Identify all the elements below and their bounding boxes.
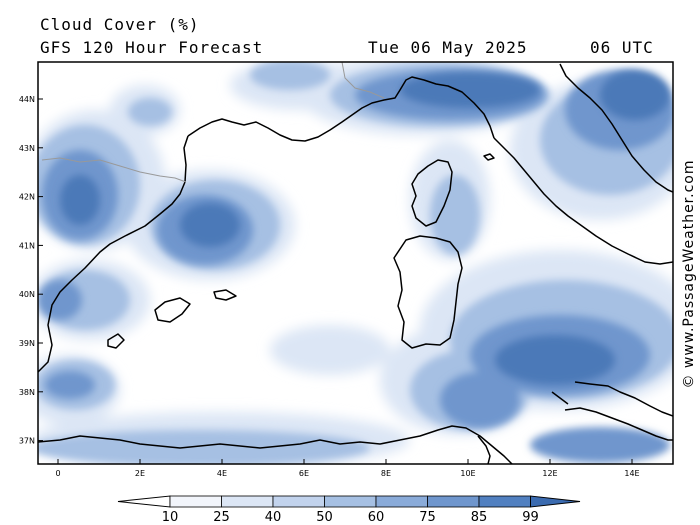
lat-tick-label: 38N	[19, 388, 35, 397]
coastline-menorca	[213, 289, 237, 301]
colorbar-segment	[375, 495, 428, 508]
colorbar-label: 75	[419, 510, 436, 525]
map-frame	[37, 61, 674, 465]
coastline-italy-north	[559, 63, 673, 193]
map-area	[38, 62, 673, 464]
lon-tick-label: 2E	[135, 469, 145, 478]
colorbar: 10 25 40 50 60 75 85 99	[117, 495, 581, 525]
coastline-africa	[38, 425, 513, 464]
lon-tick-label: 8E	[381, 469, 391, 478]
colorbar-label: 99	[522, 510, 539, 525]
coastline-sardinia	[393, 235, 463, 349]
coastline-sicily-north	[551, 391, 569, 405]
colorbar-min-arrow	[117, 495, 171, 508]
colorbar-segment	[427, 495, 480, 508]
coastline-sicily	[564, 407, 673, 441]
coastline-tunisia-cape	[477, 435, 491, 464]
colorbar-segment	[324, 495, 377, 508]
lat-tick-label: 44N	[19, 95, 35, 104]
lon-tick-label: 14E	[624, 469, 639, 478]
colorbar-segment	[478, 495, 531, 508]
colorbar-segment	[272, 495, 325, 508]
latitude-axis: 44N 43N 42N 41N 40N 39N 38N 37N	[19, 95, 43, 446]
colorbar-label: 25	[213, 510, 230, 525]
coastline-italy-west	[493, 137, 673, 265]
colorbar-label: 85	[471, 510, 488, 525]
forecast-time: 06 UTC	[590, 38, 654, 57]
colorbar-label: 40	[265, 510, 282, 525]
lon-tick-label: 12E	[542, 469, 557, 478]
colorbar-segment	[169, 495, 222, 508]
longitude-axis: 0 2E 4E 6E 8E 10E 12E 14E	[55, 459, 640, 478]
coastline-mallorca	[154, 297, 191, 323]
colorbar-segment	[221, 495, 274, 508]
colorbar-label: 10	[162, 510, 179, 525]
lat-tick-label: 43N	[19, 144, 35, 153]
lat-tick-label: 37N	[19, 437, 35, 446]
lon-tick-label: 4E	[217, 469, 227, 478]
coastline-france	[187, 76, 495, 142]
coastline-corsica	[411, 159, 453, 227]
lon-tick-label: 0	[55, 469, 60, 478]
forecast-model-label: GFS 120 Hour Forecast	[40, 38, 264, 57]
colorbar-label: 50	[316, 510, 333, 525]
lat-tick-label: 41N	[19, 241, 35, 250]
forecast-date: Tue 06 May 2025	[368, 38, 528, 57]
lon-tick-label: 10E	[460, 469, 475, 478]
country-borders	[41, 62, 385, 183]
chart-title: Cloud Cover (%)	[40, 15, 200, 34]
colorbar-label: 60	[368, 510, 385, 525]
cloud-layer-darkest	[60, 70, 670, 385]
lon-tick-label: 6E	[299, 469, 309, 478]
lat-tick-label: 42N	[19, 193, 35, 202]
coastline-italy-south	[574, 381, 673, 417]
lat-tick-label: 40N	[19, 290, 35, 299]
colorbar-max-arrow	[530, 495, 581, 508]
coastline-elba	[483, 153, 495, 161]
lat-tick-label: 39N	[19, 339, 35, 348]
coastline-ibiza	[107, 333, 125, 349]
